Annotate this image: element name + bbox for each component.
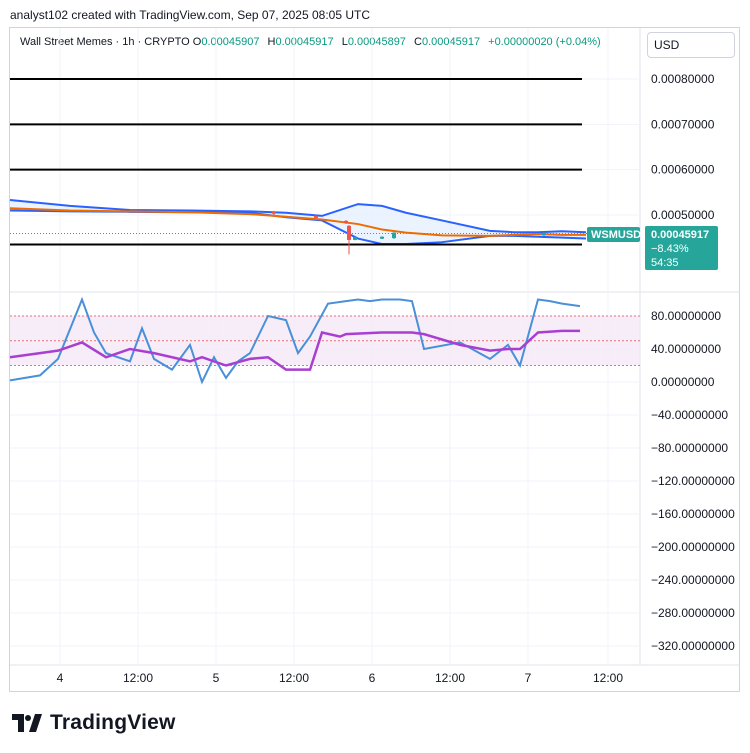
- price-tick-label: 0.00060000: [651, 163, 715, 177]
- x-tick-label: 12:00: [593, 671, 623, 685]
- oscillator-tick-label: 40.00000000: [651, 342, 721, 356]
- high-label: H: [267, 36, 276, 48]
- x-tick-label: 6: [369, 671, 376, 685]
- oscillator-panel: [9, 296, 640, 385]
- chart-frame: [9, 27, 740, 692]
- tradingview-logo-text: TradingView: [50, 711, 176, 734]
- oscillator-band-fill: [10, 316, 640, 366]
- price-badge-price: 0.00045917: [651, 229, 709, 241]
- candle-body: [380, 236, 384, 239]
- candle-body: [392, 232, 396, 239]
- tradingview-logo[interactable]: TradingView: [12, 711, 176, 735]
- basis-line: [9, 207, 586, 237]
- candle-body: [314, 215, 318, 218]
- close-value: 0.00045917: [421, 36, 481, 48]
- price-badge-change: −8.43%: [651, 243, 689, 255]
- candle-body: [347, 225, 351, 240]
- price-badge-bg: [645, 226, 718, 270]
- change-value: +0.00000020 (+0.04%): [488, 36, 601, 48]
- price-tick-label: 0.00080000: [651, 72, 715, 86]
- open-label: O: [192, 36, 202, 48]
- candles: [272, 210, 546, 255]
- price-tick-label: 0.00050000: [651, 208, 715, 222]
- tradingview-logo-icon: [12, 714, 42, 732]
- oscillator-tick-label: −240.00000000: [651, 573, 735, 587]
- price-badge-countdown: 54:35: [651, 257, 679, 269]
- oscillator-tick-label: −80.00000000: [651, 441, 728, 455]
- symbol-badge-bg: [587, 227, 640, 242]
- currency-selector[interactable]: USD: [647, 32, 735, 58]
- axes: 4 12:00 5 12:00 6 12:00 7 12:00 0.00080000 0.0007…: [57, 72, 735, 685]
- oscillator-tick-label: 80.00000000: [651, 309, 721, 323]
- oscillator-tick-label: −120.00000000: [651, 474, 735, 488]
- candle-body: [353, 237, 357, 240]
- stoch-d-line: [9, 329, 580, 371]
- low-value: 0.00045897: [347, 36, 406, 48]
- oscillator-tick-label: −160.00000000: [651, 507, 735, 521]
- x-tick-label: 12:00: [279, 671, 309, 685]
- x-tick-label: 12:00: [123, 671, 153, 685]
- candle-body: [344, 220, 348, 223]
- symbol-title[interactable]: Wall Street Memes · 1h · CRYPTO: [20, 36, 190, 48]
- bollinger-bands: [9, 199, 587, 246]
- stoch-k-line: [9, 296, 581, 385]
- oscillator-tick-label: −200.00000000: [651, 540, 735, 554]
- high-value: 0.00045917: [275, 36, 334, 48]
- oscillator-tick-label: −40.00000000: [651, 408, 728, 422]
- horizontal-levels: [10, 78, 640, 246]
- symbol-badge-text: WSMUSD: [591, 229, 641, 241]
- oscillator-tick-label: −320.00000000: [651, 639, 735, 653]
- price-badge: WSMUSD 0.00045917 −8.43% 54:35: [587, 226, 718, 270]
- x-tick-label: 4: [57, 671, 64, 685]
- x-tick-label: 7: [525, 671, 532, 685]
- band-fill: [10, 200, 586, 245]
- oscillator-tick-label: −280.00000000: [651, 606, 735, 620]
- chart-attribution: analyst102 created with TradingView.com,…: [10, 8, 370, 22]
- low-label: L: [341, 36, 348, 48]
- oscillator-tick-label: 0.00000000: [651, 375, 715, 389]
- candle-body: [272, 211, 276, 214]
- x-tick-label: 12:00: [435, 671, 465, 685]
- close-label: C: [414, 36, 422, 48]
- price-tick-label: 0.00070000: [651, 117, 715, 131]
- upper-band-line: [9, 199, 587, 234]
- x-tick-label: 5: [213, 671, 220, 685]
- candle-body: [542, 232, 546, 236]
